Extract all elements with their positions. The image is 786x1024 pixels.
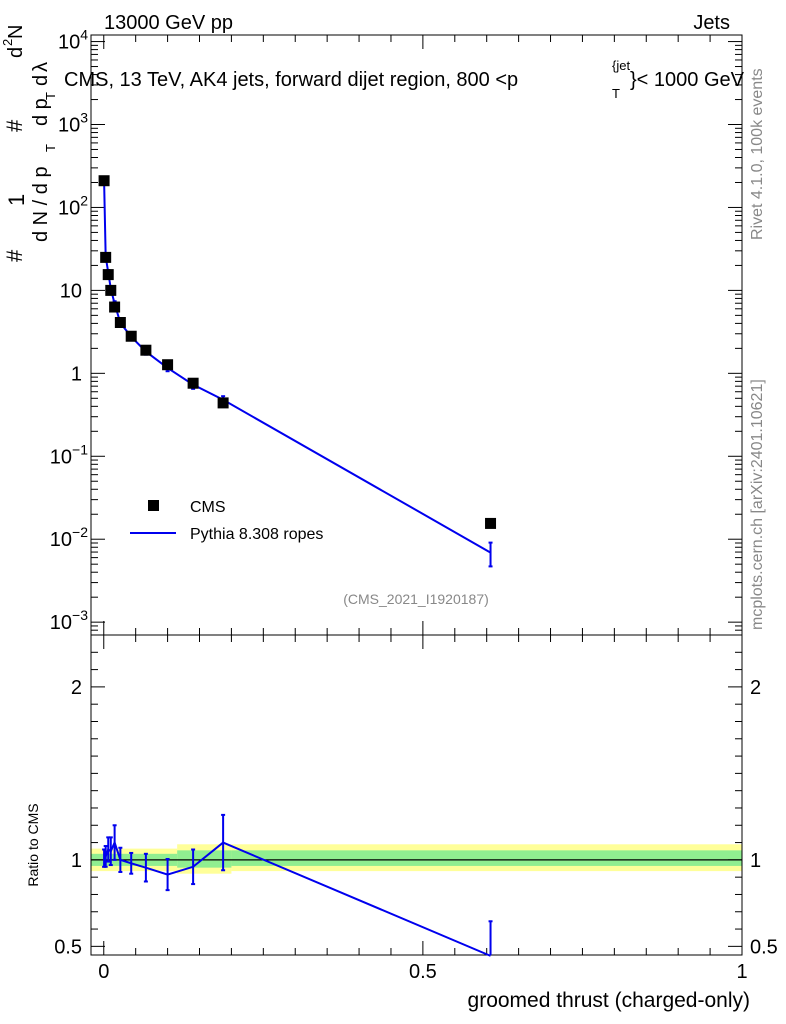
legend-cms-marker [148,500,159,511]
ylabel-hash2: # [2,119,27,132]
main-ytick-label: 104 [58,27,88,54]
ylabel-dN-dpT: d N / d p [30,166,52,242]
ylabel-T-sub: T [43,144,58,152]
rivet-label: Rivet 4.1.0, 100k events [749,68,766,240]
ylabel-d: d [30,75,52,86]
title-suffix: }< 1000 GeV [630,69,745,91]
cms-data-point [105,284,117,296]
x-tick-label: 0.5 [409,961,437,983]
cms-data-point [114,317,126,329]
main-ytick-label: 10 [60,280,82,302]
ratio-frame [90,634,743,956]
mc-curve [103,180,492,554]
ratio-ytick-label-left: 0.5 [54,936,82,958]
x-tick-label: 1 [736,961,747,983]
cms-data-point [140,344,152,356]
x-tick-label: 0 [98,961,109,983]
cms-data-point [100,251,112,263]
ylabel-hash1: # [2,249,27,262]
cms-data-point [102,269,114,281]
cms-data-point [125,330,137,342]
legend-pythia-label: Pythia 8.308 ropes [190,526,323,543]
cms-data-point [109,301,121,313]
legend: CMS Pythia 8.308 ropes [130,499,323,543]
ylabel-T-sub2: T [43,92,58,100]
ylabel-N: N [5,25,27,39]
main-y-axis-label: # 1 d N / d p T # d p T d λ d 2 N [0,25,58,262]
process-label: 13000 GeV pp [104,12,233,34]
title-sup: {jet [612,58,630,73]
ratio-y-axis-label: Ratio to CMS [25,803,41,886]
main-ytick-label: 10−2 [50,524,88,551]
cms-data-point [162,359,174,371]
main-frame [90,34,743,636]
cms-data-point [485,517,497,529]
title-sub: T [612,86,620,101]
ratio-ytick-label-left: 2 [71,677,82,699]
main-ytick-label: 10−3 [50,607,88,634]
cms-data-point [217,397,229,409]
ratio-plot-area: 0 0.5 10.5 0.51 12 2 [54,634,778,983]
title-prefix: CMS, 13 TeV, AK4 jets, forward dijet reg… [64,69,518,91]
ylabel-one: 1 [4,194,29,206]
ratio-ytick-label-right: 2 [750,677,761,699]
ylabel-d2: d [5,47,27,58]
ylabel-d-p: d p [30,98,52,126]
mcplots-label: mcplots.cern.ch [arXiv:2401.10621] [749,379,766,630]
cms-data-point [98,175,110,187]
ylabel-sup2: 2 [0,39,15,46]
main-title: CMS, 13 TeV, AK4 jets, forward dijet reg… [64,58,745,101]
ratio-ytick-label-right: 0.5 [750,936,778,958]
main-ytick-label: 103 [58,110,88,137]
ylabel-lambda: λ [30,62,52,72]
ratio-ytick-label-right: 1 [750,850,761,872]
legend-cms-label: CMS [190,499,226,516]
analysis-id-label: (CMS_2021_I1920187) [343,591,489,607]
main-ytick-label: 1 [71,363,82,385]
main-ytick-label: 10−1 [50,441,88,468]
x-axis-label: groomed thrust (charged-only) [468,989,750,1012]
ratio-band-inner-2 [231,850,743,866]
ratio-ytick-label-left: 1 [71,850,82,872]
main-ytick-label: 102 [58,192,88,219]
category-label: Jets [693,12,730,34]
cms-data-point [187,377,199,389]
